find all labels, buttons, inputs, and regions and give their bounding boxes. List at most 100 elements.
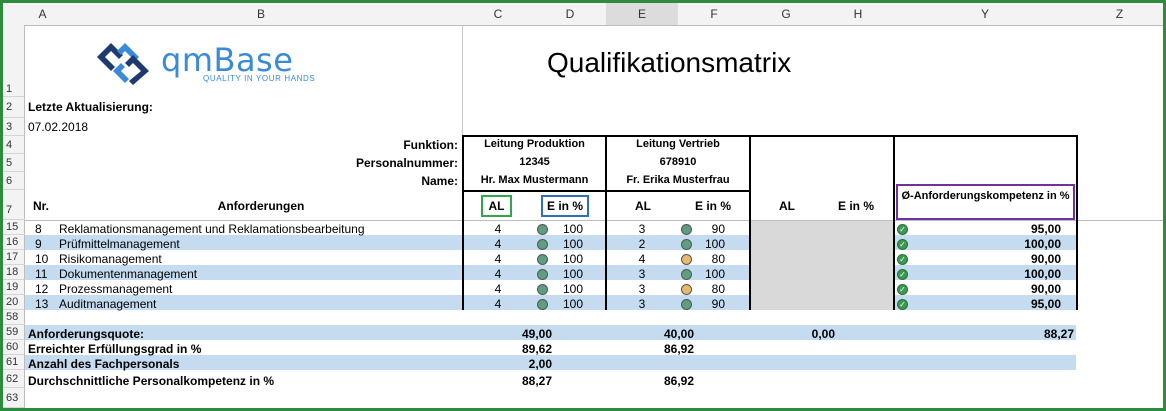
- row-header-19[interactable]: 19: [3, 280, 25, 295]
- header-e-person2: E in %: [694, 199, 731, 213]
- e-person1: 100: [562, 267, 583, 281]
- e-person1: 100: [562, 297, 583, 311]
- row-header-3[interactable]: 3: [3, 118, 25, 136]
- row-header-4[interactable]: 4: [3, 136, 25, 154]
- row-number: 62: [6, 373, 19, 385]
- avg-competence-value: 90,00: [1030, 252, 1061, 266]
- requirement-name: Prozessmanagement: [59, 282, 173, 296]
- status-dot-icon: [537, 284, 548, 295]
- staff-count-label: Anzahl des Fachpersonals: [28, 357, 180, 371]
- last-update-date: 07.02.2018: [28, 120, 89, 134]
- row-number: 6: [6, 175, 13, 187]
- table-border: [749, 135, 751, 310]
- row-header-6[interactable]: 6: [3, 172, 25, 190]
- row-header-1[interactable]: 1: [3, 25, 25, 97]
- avg-competence-value: 90,00: [1030, 282, 1061, 296]
- grid-line: [462, 25, 463, 136]
- row-header-61[interactable]: 61: [3, 355, 25, 370]
- header-e-person3: E in %: [837, 199, 874, 213]
- col-header-e[interactable]: E: [606, 3, 679, 26]
- header-requirements: Anforderungen: [217, 199, 305, 213]
- al-person1: 4: [494, 282, 502, 296]
- quota-person1: 49,00: [521, 327, 552, 341]
- row-number: 19: [6, 281, 19, 293]
- grid-line: [25, 220, 1163, 221]
- table-border: [605, 135, 607, 310]
- status-dot-icon: [537, 269, 548, 280]
- check-circle-icon: ✓: [897, 254, 908, 265]
- avg-competence-label: Durchschnittliche Personalkompetenz in %: [28, 374, 275, 388]
- e-person1: 100: [562, 237, 583, 251]
- header-al-person2: AL: [635, 199, 651, 213]
- check-circle-icon: ✓: [897, 284, 908, 295]
- row-header-15[interactable]: 15: [3, 220, 25, 235]
- e-person2: 90: [711, 297, 725, 311]
- row-header-63[interactable]: 63: [3, 388, 25, 408]
- row-header-16[interactable]: 16: [3, 235, 25, 250]
- row-header-58[interactable]: 58: [3, 310, 25, 325]
- table-border: [1076, 135, 1078, 310]
- col-header-b[interactable]: B: [60, 3, 463, 26]
- row-number: 4: [6, 139, 13, 151]
- row-number: 20: [6, 296, 19, 308]
- row-header-7[interactable]: 7: [3, 190, 25, 220]
- col-header-c[interactable]: C: [462, 3, 535, 26]
- avg-competence-value: 100,00: [1024, 237, 1061, 251]
- spreadsheet-sheet[interactable]: A B C D E F G H Y Z 1 2 3 4 5 6 7 15 16 …: [3, 3, 1163, 408]
- col-header-a[interactable]: A: [25, 3, 61, 26]
- requirement-nr: 12: [35, 282, 49, 296]
- row-header-17[interactable]: 17: [3, 250, 25, 265]
- header-al-person3: AL: [779, 199, 795, 213]
- e-person2: 100: [704, 237, 725, 251]
- row-number: 58: [6, 311, 19, 323]
- header-nr: Nr.: [33, 199, 50, 213]
- row-number: 1: [6, 83, 13, 95]
- status-dot-icon: [681, 239, 692, 250]
- requirement-nr: 11: [35, 267, 48, 281]
- col-header-f[interactable]: F: [678, 3, 751, 26]
- requirement-nr: 8: [35, 222, 42, 236]
- person1-number: 12345: [519, 156, 550, 168]
- col-header-h[interactable]: H: [822, 3, 895, 26]
- al-person2: 4: [638, 252, 646, 266]
- row-header-5[interactable]: 5: [3, 154, 25, 172]
- row-header-60[interactable]: 60: [3, 340, 25, 355]
- row-number: 60: [6, 341, 19, 353]
- row-number: 3: [6, 121, 13, 133]
- header-al-person1-box[interactable]: [481, 195, 512, 217]
- col-header-d[interactable]: D: [534, 3, 607, 26]
- person1-name: Hr. Max Mustermann: [480, 174, 589, 186]
- fulfilment-person1: 89,62: [521, 342, 552, 356]
- status-dot-icon: [681, 269, 692, 280]
- status-dot-icon: [681, 299, 692, 310]
- col-header-g[interactable]: G: [750, 3, 823, 26]
- row-band-59: [25, 325, 1076, 340]
- logo-diamond-icon: [97, 43, 149, 85]
- header-e-person1: E in %: [546, 199, 583, 213]
- header-avg-competence-box[interactable]: [896, 184, 1075, 220]
- corner-select-all[interactable]: [3, 3, 26, 26]
- person2-function: Leitung Vertrieb: [636, 138, 720, 150]
- row-number: 59: [6, 326, 19, 338]
- row-header-2[interactable]: 2: [3, 97, 25, 118]
- status-dot-icon: [537, 254, 548, 265]
- check-circle-icon: ✓: [897, 269, 908, 280]
- al-person1: 4: [494, 297, 502, 311]
- requirement-name: Prüfmittelmanagement: [59, 237, 180, 251]
- header-e-person1-box[interactable]: [541, 195, 589, 217]
- row-header-20[interactable]: 20: [3, 295, 25, 310]
- col-header-z[interactable]: Z: [1076, 3, 1163, 26]
- row-header-18[interactable]: 18: [3, 265, 25, 280]
- row-header-59[interactable]: 59: [3, 325, 25, 340]
- col-header-y[interactable]: Y: [894, 3, 1077, 26]
- row-band-20: [25, 295, 1076, 310]
- e-person2: 90: [711, 222, 725, 236]
- al-person1: 4: [494, 267, 502, 281]
- table-header-divider: [462, 190, 750, 192]
- last-update-label: Letzte Aktualisierung:: [28, 100, 153, 114]
- avg-competence-value: 95,00: [1030, 297, 1061, 311]
- requirement-name: Dokumentenmanagement: [59, 267, 198, 281]
- row-band-16: [25, 235, 1076, 250]
- row-header-62[interactable]: 62: [3, 370, 25, 388]
- logo-tagline: QUALITY IN YOUR HANDS: [203, 74, 316, 83]
